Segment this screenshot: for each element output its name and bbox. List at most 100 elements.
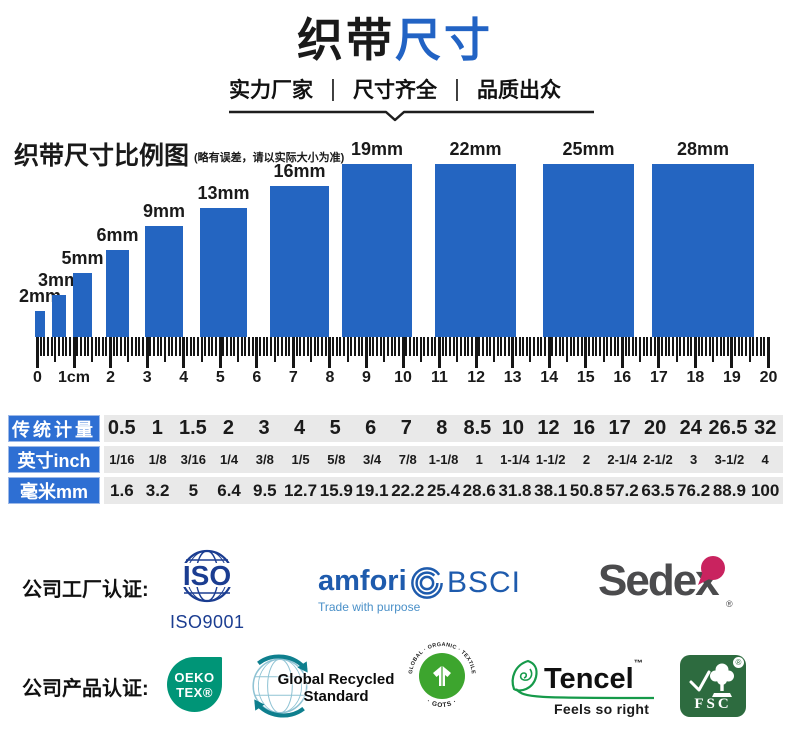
ruler-tick xyxy=(704,337,707,356)
ruler-tick xyxy=(580,337,583,356)
ruler-tick xyxy=(131,337,133,356)
gots-cert: GLOBAL · ORGANIC · TEXTILE · STANDARD · … xyxy=(402,634,480,719)
ruler-tick xyxy=(639,337,642,362)
ruler-tick xyxy=(386,337,389,356)
ruler-tick xyxy=(419,337,422,362)
ruler-tick xyxy=(313,337,316,356)
ruler-tick xyxy=(712,337,715,362)
ruler-tick xyxy=(401,337,405,368)
table-cell: 7/8 xyxy=(398,452,417,467)
ruler-tick xyxy=(383,337,386,362)
ruler-tick xyxy=(763,337,766,356)
ruler-tick xyxy=(248,337,250,356)
ruler-tick xyxy=(204,337,207,356)
bar-25mm xyxy=(543,164,634,337)
ruler-tick xyxy=(620,337,624,368)
ruler-tick xyxy=(379,337,382,356)
table-cell: 3/4 xyxy=(362,452,382,467)
svg-text:· GOTS ·: · GOTS · xyxy=(425,698,458,709)
ruler-tick xyxy=(489,337,492,356)
ruler-tick xyxy=(715,337,718,356)
table-cell: 57.2 xyxy=(605,480,639,500)
chart-title-note: (略有误差，请以实际大小为准) xyxy=(194,152,345,164)
table-header-cell: 毫米mm xyxy=(8,477,100,504)
ruler-tick xyxy=(269,337,272,356)
ruler-tick xyxy=(456,337,459,362)
oeko-line2: TEX® xyxy=(176,684,213,700)
bar-19mm xyxy=(342,164,412,337)
ruler-tick xyxy=(112,337,115,356)
ruler-tick xyxy=(354,337,356,356)
ruler-tick xyxy=(602,337,605,362)
ruler-label: 4 xyxy=(179,369,189,386)
ruler-tick xyxy=(251,337,254,356)
table-cell: 6 xyxy=(365,417,377,439)
ruler-tick xyxy=(682,337,685,356)
ruler-tick xyxy=(149,337,152,356)
ruler-label: 8 xyxy=(325,369,335,386)
ruler-label: 13 xyxy=(503,369,522,386)
ruler-tick xyxy=(511,337,515,368)
ruler-tick xyxy=(397,337,400,356)
ruler-tick xyxy=(54,337,57,362)
ruler-tick xyxy=(255,337,259,368)
ruler-tick xyxy=(61,337,64,356)
ruler-tick xyxy=(595,337,598,356)
ruler-label: 0 xyxy=(33,369,42,386)
ruler-tick xyxy=(39,337,42,356)
ruler-tick xyxy=(182,337,186,368)
ruler-tick xyxy=(467,337,470,356)
ruler-tick xyxy=(525,337,528,356)
table-cell: 1 xyxy=(475,452,483,467)
ruler-tick xyxy=(606,337,609,356)
ruler-tick xyxy=(558,337,561,356)
table-cell: 1-1/2 xyxy=(535,452,566,467)
table-cell: 5/8 xyxy=(327,452,346,467)
table-cell: 3.2 xyxy=(145,480,170,500)
table-cell: 26.5 xyxy=(708,417,748,439)
grs-cert: Global Recycled Standard xyxy=(246,650,396,722)
ruler-tick xyxy=(693,337,697,368)
ruler-tick xyxy=(94,337,97,356)
ruler-label: 18 xyxy=(686,369,705,386)
ruler-tick xyxy=(628,337,631,356)
ruler-tick xyxy=(262,337,265,356)
ruler-tick xyxy=(47,337,49,356)
table-cell: 15.9 xyxy=(319,480,353,500)
page-title-black: 织带 xyxy=(297,14,395,66)
table-cell: 1/5 xyxy=(291,452,310,467)
ruler-tick xyxy=(259,337,261,356)
page-title: 织带尺寸 xyxy=(0,4,790,70)
ruler-tick xyxy=(481,337,484,356)
ruler-tick xyxy=(690,337,693,356)
ruler-tick xyxy=(109,337,113,368)
ruler-tick xyxy=(50,337,53,356)
fsc-wordmark: FSC xyxy=(694,696,732,712)
ruler-tick xyxy=(295,337,298,356)
ruler-tick xyxy=(503,337,506,356)
ruler-tick xyxy=(291,337,295,368)
ruler-tick xyxy=(346,337,349,362)
ruler-tick xyxy=(617,337,620,356)
bar-label: 16mm xyxy=(273,161,326,181)
table-cell: 63.5 xyxy=(641,480,675,500)
ruler-tick xyxy=(83,337,86,356)
ruler-label: 12 xyxy=(467,369,485,386)
table-cell: 1-1/8 xyxy=(428,452,459,467)
ruler-tick xyxy=(207,337,210,356)
ruler-tick xyxy=(233,337,236,356)
ruler-label: 2 xyxy=(106,369,116,386)
oeko-tex-cert: OEKO TEX® xyxy=(167,657,222,712)
ruler-tick xyxy=(412,337,415,356)
ruler-tick xyxy=(79,337,82,356)
sedex-cert: Sedex ® xyxy=(598,556,748,615)
bar-label: 9mm xyxy=(142,201,186,221)
bar-label: 22mm xyxy=(449,139,502,159)
table-cell: 2-1/2 xyxy=(643,452,673,467)
ruler-tick xyxy=(679,337,682,356)
table-cell: 2-1/4 xyxy=(607,452,637,467)
table-cell: 5 xyxy=(329,417,341,439)
ruler-tick xyxy=(372,337,375,356)
bar-label: 3mm xyxy=(37,270,81,290)
ruler-tick xyxy=(500,337,503,356)
